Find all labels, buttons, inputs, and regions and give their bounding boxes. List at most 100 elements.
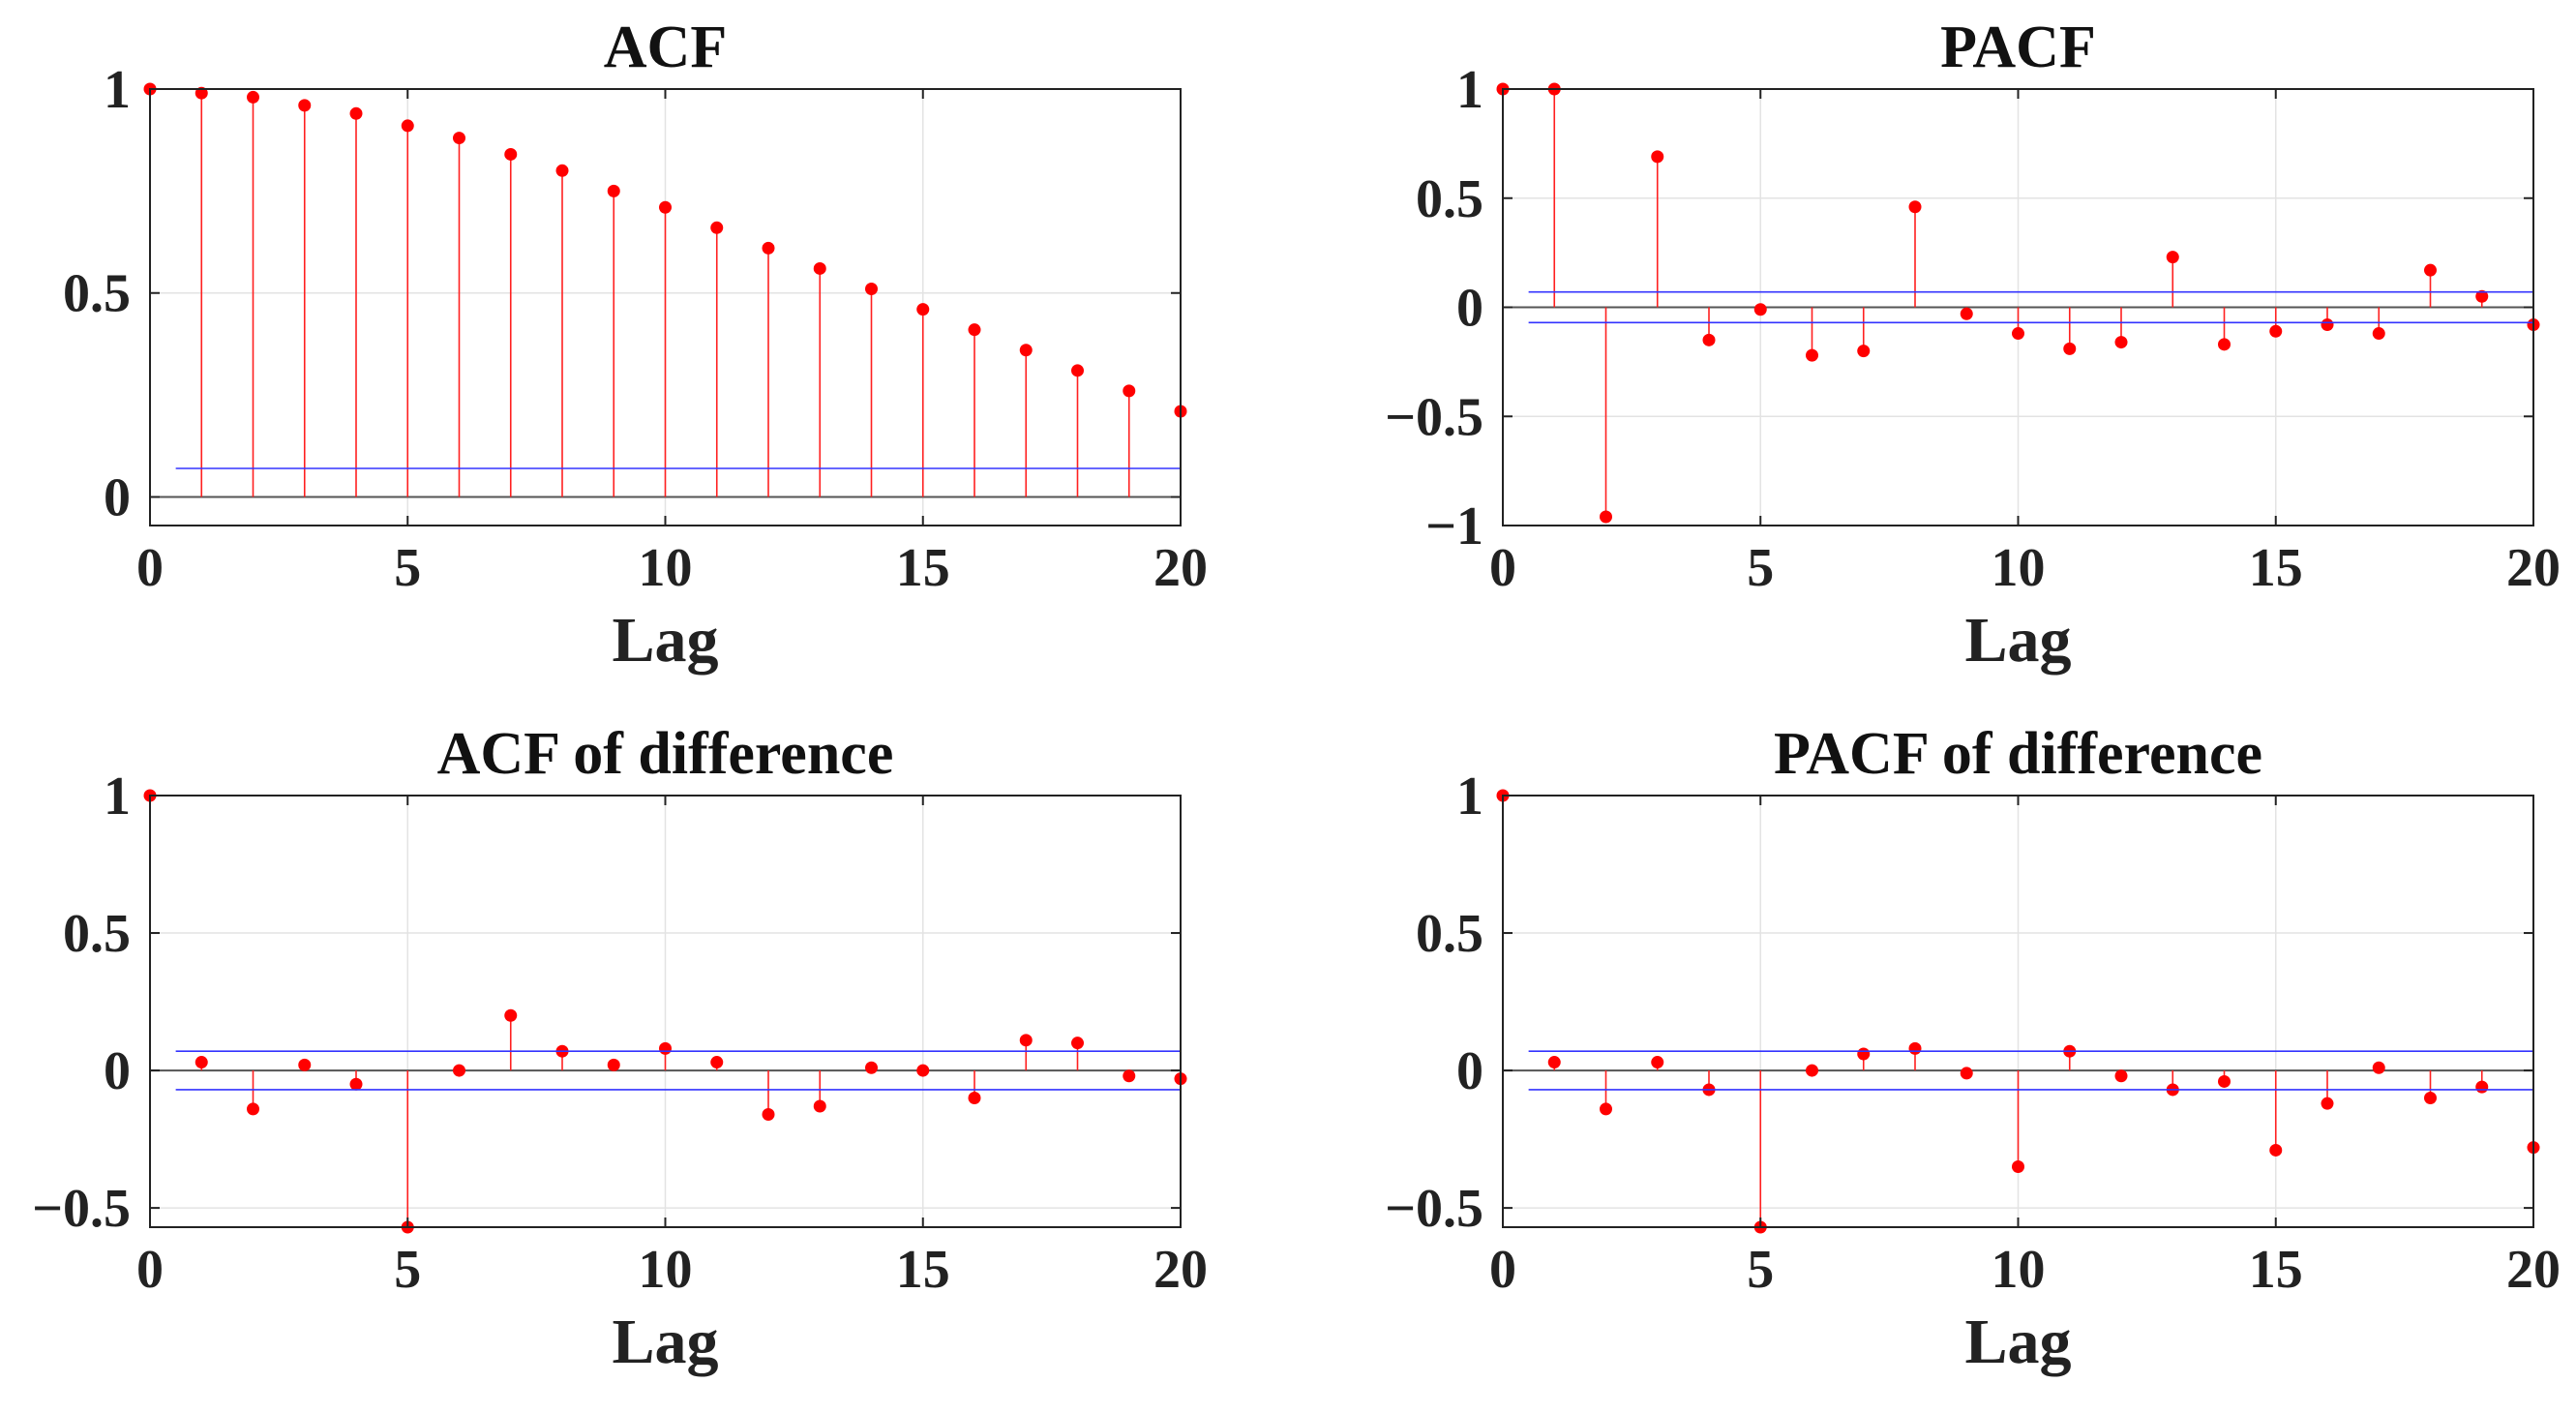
acf-marker [865, 283, 878, 296]
acf-diff-x-tick-label: 20 [1153, 1240, 1208, 1300]
acf-diff-y-tick-label: −0.5 [32, 1179, 131, 1239]
acf-marker [504, 147, 518, 161]
acf-x-tick-label: 0 [136, 538, 164, 598]
pacf-diff-marker [1960, 1067, 1973, 1080]
pacf-marker [1960, 307, 1973, 320]
pacf-diff-marker [1806, 1064, 1818, 1077]
pacf-marker [2372, 327, 2385, 341]
pacf-diff-x-tick-label: 20 [2506, 1240, 2561, 1300]
acf-marker [401, 119, 414, 133]
acf-marker [813, 261, 826, 275]
pacf-diff-marker [1651, 1056, 1664, 1069]
acf-diff-marker [813, 1099, 826, 1113]
pacf-x-tick-label: 10 [1992, 538, 2046, 598]
acf-diff-x-axis-label: Lag [612, 1307, 718, 1377]
acf-marker [247, 90, 259, 104]
pacf-x-tick-label: 20 [2506, 538, 2561, 598]
pacf-diff-marker [2424, 1091, 2437, 1104]
pacf-diff-marker [2218, 1074, 2231, 1088]
acf-y-tick-label: 0.5 [63, 264, 131, 324]
acf-y-tick-label: 0 [104, 467, 131, 527]
acf-marker [298, 99, 312, 112]
pacf-x-tick-label: 5 [1747, 538, 1774, 598]
acf-x-axis-label: Lag [612, 605, 718, 676]
acf-diff-marker [607, 1058, 620, 1071]
pacf-diff-marker [2321, 1097, 2334, 1110]
acf-x-tick-label: 20 [1153, 538, 1208, 598]
acf-diff-marker [1019, 1034, 1033, 1047]
acf-diff-marker [247, 1102, 259, 1116]
acf-marker [349, 106, 363, 120]
pacf-diff-x-axis-label: Lag [1964, 1307, 2071, 1377]
pacf-y-tick-label: 0 [1456, 279, 1483, 339]
acf-y-tick-label: 1 [104, 60, 131, 120]
pacf-diff-x-tick-label: 10 [1992, 1240, 2046, 1300]
acf-title: ACF [604, 15, 727, 80]
acf-marker [710, 221, 724, 234]
acf-chart: 0 5 10 15 20 0 0.5 1 ACF Lag [63, 15, 1208, 676]
pacf-y-tick-label: 0.5 [1416, 169, 1483, 229]
pacf-diff-y-tick-label: −0.5 [1385, 1179, 1483, 1239]
acf-diff-marker [710, 1056, 724, 1069]
pacf-diff-marker [2269, 1143, 2283, 1157]
acf-diff-marker [453, 1064, 465, 1077]
pacf-diff-marker [2475, 1080, 2489, 1094]
acf-diff-marker [298, 1058, 312, 1071]
pacf-marker [1806, 348, 1818, 362]
acf-diff-marker [865, 1061, 878, 1074]
pacf-diff-x-tick-label: 15 [2249, 1240, 2303, 1300]
acf-diff-x-tick-label: 0 [136, 1240, 164, 1300]
acf-diff-marker [195, 1056, 208, 1069]
acf-marker [607, 184, 620, 197]
pacf-marker [1702, 333, 1716, 346]
pacf-marker [2218, 338, 2231, 351]
pacf-marker [1600, 510, 1612, 524]
pacf-diff-marker [2372, 1061, 2385, 1074]
acf-x-tick-label: 5 [394, 538, 421, 598]
acf-marker [659, 200, 672, 214]
acf-diff-y-tick-label: 1 [104, 767, 131, 827]
acf-diff-marker [1071, 1037, 1084, 1050]
acf-marker [555, 164, 569, 177]
pacf-y-tick-label: −0.5 [1385, 387, 1483, 447]
acf-x-tick-label: 15 [896, 538, 950, 598]
acf-diff-marker [1123, 1069, 1136, 1083]
pacf-diff-marker [1908, 1041, 1922, 1055]
pacf-marker [1753, 303, 1767, 316]
pacf-diff-marker [1857, 1047, 1871, 1061]
pacf-diff-marker [1547, 1056, 1561, 1069]
acf-diff-y-tick-label: 0 [104, 1041, 131, 1101]
pacf-diff-x-tick-label: 0 [1489, 1240, 1516, 1300]
pacf-marker [1651, 150, 1664, 164]
acf-diff-marker [916, 1064, 930, 1077]
pacf-x-tick-label: 0 [1489, 538, 1516, 598]
acf-diff-x-tick-label: 15 [896, 1240, 950, 1300]
acf-x-tick-label: 10 [639, 538, 693, 598]
acf-diff-x-tick-label: 5 [394, 1240, 421, 1300]
acf-marker [1071, 364, 1084, 377]
pacf-diff-marker [2114, 1069, 2128, 1083]
pacf-diff-y-tick-label: 1 [1456, 767, 1483, 827]
acf-diff-marker [659, 1041, 672, 1055]
acf-diff-marker [349, 1077, 363, 1091]
pacf-marker [2475, 289, 2489, 303]
pacf-marker [1908, 200, 1922, 214]
pacf-diff-title: PACF of difference [1774, 721, 2262, 787]
pacf-y-tick-label: 1 [1456, 60, 1483, 120]
pacf-chart: 0 5 10 15 20 −1 −0.5 0 0.5 1 PACF Lag [1385, 15, 2561, 676]
pacf-marker [2166, 251, 2179, 264]
acf-diff-x-tick-label: 10 [639, 1240, 693, 1300]
pacf-x-axis-label: Lag [1964, 605, 2071, 676]
pacf-marker [2012, 327, 2024, 341]
pacf-diff-x-tick-label: 5 [1747, 1240, 1774, 1300]
pacf-diff-y-tick-label: 0 [1456, 1041, 1483, 1101]
pacf-marker [2269, 324, 2283, 338]
acf-marker [762, 241, 775, 255]
pacf-marker [2114, 336, 2128, 349]
pacf-title: PACF [1940, 15, 2096, 80]
acf-marker [1123, 384, 1136, 398]
acf-marker [916, 303, 930, 316]
